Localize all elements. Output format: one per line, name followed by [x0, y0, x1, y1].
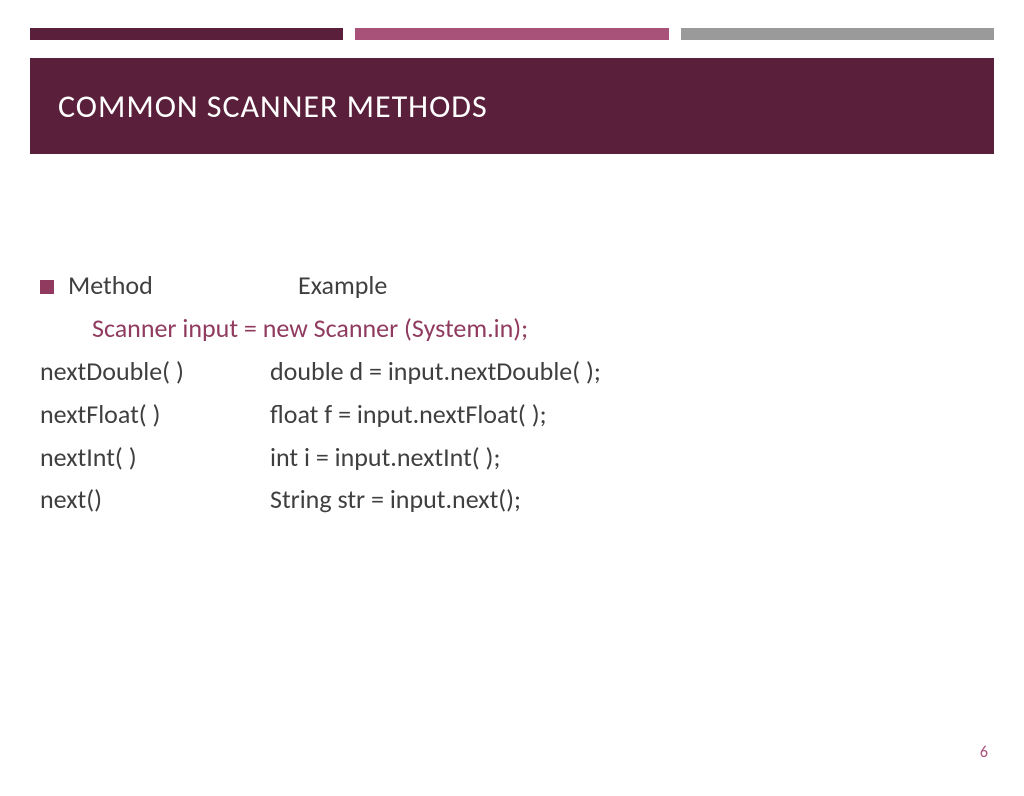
- method-cell: nextDouble( ): [40, 350, 270, 393]
- slide-content: Method Example Scanner input = new Scann…: [40, 264, 984, 521]
- method-cell: nextFloat( ): [40, 393, 270, 436]
- example-cell: double d = input.nextDouble( );: [270, 350, 984, 393]
- method-cell: nextInt( ): [40, 436, 270, 479]
- init-code: Scanner input = new Scanner (System.in);: [92, 307, 528, 350]
- example-cell: int i = input.nextInt( );: [270, 436, 984, 479]
- table-row: nextFloat( ) float f = input.nextFloat( …: [40, 393, 984, 436]
- title-band: COMMON SCANNER METHODS: [30, 58, 994, 154]
- table-row: nextInt( ) int i = input.nextInt( );: [40, 436, 984, 479]
- accent-bar-3: [681, 28, 994, 40]
- method-cell: next(): [40, 478, 270, 521]
- header-row: Method Example: [40, 264, 984, 307]
- init-line: Scanner input = new Scanner (System.in);: [40, 307, 984, 350]
- table-row: nextDouble( ) double d = input.nextDoubl…: [40, 350, 984, 393]
- page-number: 6: [980, 743, 988, 762]
- accent-bar-1: [30, 28, 343, 40]
- example-cell: float f = input.nextFloat( );: [270, 393, 984, 436]
- table-row: next() String str = input.next();: [40, 478, 984, 521]
- header-method: Method: [68, 264, 298, 307]
- slide-title: COMMON SCANNER METHODS: [58, 87, 488, 126]
- example-cell: String str = input.next();: [270, 478, 984, 521]
- accent-bar-2: [355, 28, 668, 40]
- accent-bars: [30, 28, 994, 40]
- bullet-icon: [40, 280, 54, 294]
- header-example: Example: [298, 264, 984, 307]
